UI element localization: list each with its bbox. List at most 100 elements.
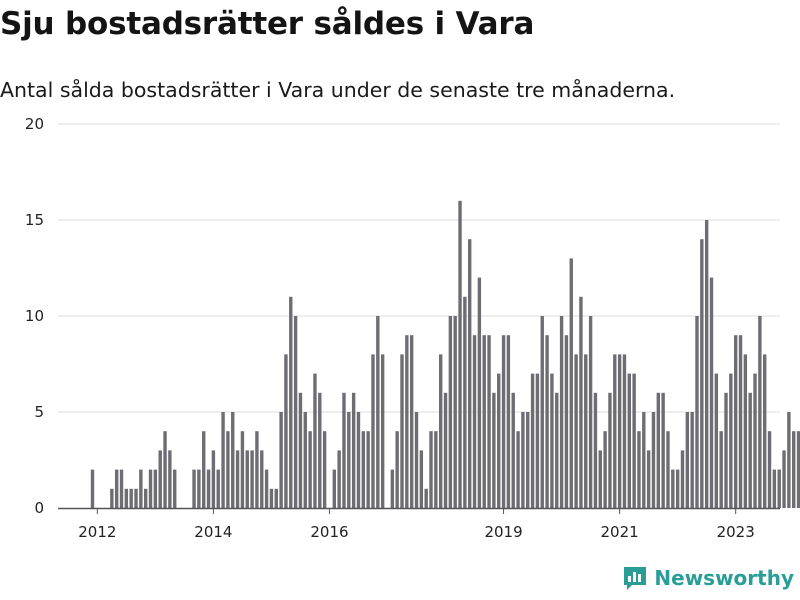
- bar: [763, 354, 767, 508]
- bar: [521, 412, 525, 508]
- bar: [782, 450, 786, 508]
- bar: [409, 335, 414, 508]
- bar: [598, 450, 602, 508]
- bar: [632, 373, 636, 508]
- bar: [424, 488, 428, 508]
- bar: [613, 354, 617, 508]
- bar: [395, 431, 399, 508]
- bar: [777, 469, 781, 508]
- bar: [482, 335, 486, 508]
- bar: [221, 412, 225, 508]
- x-tick-label: 2014: [194, 523, 232, 541]
- bar: [603, 431, 607, 508]
- bar: [564, 335, 569, 508]
- bar: [574, 354, 578, 508]
- y-axis-ticks: 0 5 10 15 20: [25, 115, 44, 517]
- bar: [642, 412, 646, 508]
- bar: [680, 450, 685, 508]
- bar: [134, 488, 138, 508]
- bar: [124, 488, 129, 508]
- bar: [714, 373, 719, 508]
- bar: [463, 296, 467, 508]
- bar: [569, 258, 573, 508]
- bar: [656, 392, 661, 508]
- bar: [700, 239, 704, 508]
- bar: [535, 373, 540, 508]
- bar: [110, 488, 114, 508]
- bar: [704, 220, 709, 508]
- gridlines: [58, 123, 780, 413]
- bar: [216, 469, 220, 508]
- bar: [337, 450, 341, 508]
- bar: [414, 412, 419, 508]
- bar: [308, 431, 312, 508]
- bar: [671, 469, 675, 508]
- bar: [651, 412, 656, 508]
- bar: [192, 469, 196, 508]
- bar: [148, 469, 153, 508]
- bar: [255, 431, 259, 508]
- bar: [405, 335, 409, 508]
- bar: [434, 431, 438, 508]
- bar: [429, 431, 433, 508]
- bar: [318, 392, 322, 508]
- bar: [390, 469, 395, 508]
- x-tick-label: 2012: [78, 523, 116, 541]
- bar: [637, 431, 641, 508]
- bar: [453, 316, 457, 508]
- bar: [738, 335, 743, 508]
- y-tick-label: 0: [34, 499, 44, 517]
- bar: [492, 392, 496, 508]
- bar: [163, 431, 167, 508]
- bar: [719, 431, 723, 508]
- bar: [419, 450, 424, 508]
- bar: [90, 469, 95, 508]
- bar: [617, 354, 622, 508]
- bar: [477, 277, 482, 508]
- bar: [666, 431, 670, 508]
- bar: [448, 316, 453, 508]
- bar: [540, 316, 544, 508]
- bar: [202, 431, 206, 508]
- bar: [293, 316, 298, 508]
- bar: [555, 392, 559, 508]
- bar: [322, 431, 327, 508]
- bar: [366, 431, 370, 508]
- bar: [796, 431, 800, 508]
- bar: [245, 450, 249, 508]
- bar: [168, 450, 172, 508]
- bar: [608, 392, 612, 508]
- x-axis: 2012201420162019202120232025: [58, 507, 780, 541]
- bar: [675, 469, 680, 508]
- bar: [530, 373, 535, 508]
- bar: [371, 354, 375, 508]
- bar: [458, 200, 462, 509]
- bar: [400, 354, 404, 508]
- bar: [235, 450, 240, 508]
- bar: [284, 354, 288, 508]
- chart-subtitle: Antal sålda bostadsrätter i Vara under d…: [0, 78, 676, 102]
- bar: [646, 450, 651, 508]
- bar: [501, 335, 506, 508]
- bar: [753, 373, 757, 508]
- bar: [351, 392, 356, 508]
- bar: [661, 392, 665, 508]
- bar: [274, 488, 278, 508]
- bar: [289, 296, 293, 508]
- bar: [443, 392, 448, 508]
- bar: [733, 335, 738, 508]
- x-tick-label: 2016: [310, 523, 348, 541]
- bar: [206, 469, 211, 508]
- bar: [226, 431, 230, 508]
- bar: [279, 412, 283, 508]
- bar: [347, 412, 351, 508]
- bar: [114, 469, 119, 508]
- bar: [139, 469, 143, 508]
- bar: [511, 392, 515, 508]
- y-tick-label: 20: [25, 115, 44, 133]
- bar: [240, 431, 245, 508]
- bar: [264, 469, 269, 508]
- bar: [438, 354, 443, 508]
- bar: [250, 450, 254, 508]
- bar: [792, 431, 796, 508]
